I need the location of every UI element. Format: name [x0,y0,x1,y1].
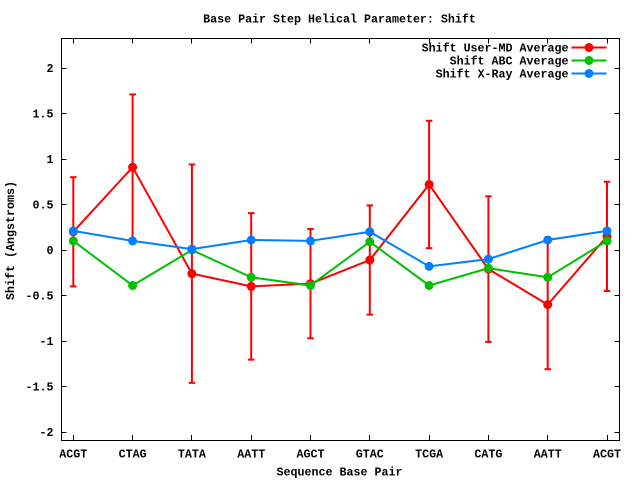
svg-text:0.5: 0.5 [33,199,54,213]
svg-text:Shift X-Ray Average: Shift X-Ray Average [436,67,569,81]
svg-text:1: 1 [47,153,54,167]
svg-text:Shift User-MD Average: Shift User-MD Average [422,41,569,55]
svg-text:AATT: AATT [534,448,562,462]
svg-text:1.5: 1.5 [33,108,54,122]
svg-text:CTAG: CTAG [119,448,147,462]
svg-text:-1: -1 [40,335,54,349]
svg-text:Shift ABC Average: Shift ABC Average [450,54,569,68]
svg-text:TCGA: TCGA [415,448,443,462]
svg-text:AGCT: AGCT [297,448,325,462]
svg-text:Sequence Base Pair: Sequence Base Pair [277,466,403,480]
svg-text:-1.5: -1.5 [26,381,54,395]
svg-text:CATG: CATG [474,448,502,462]
svg-text:TATA: TATA [178,448,206,462]
svg-text:ACGT: ACGT [59,448,87,462]
svg-text:AATT: AATT [237,448,265,462]
svg-text:Base Pair Step Helical Paramet: Base Pair Step Helical Parameter: Shift [203,12,476,26]
svg-text:-0.5: -0.5 [26,290,54,304]
svg-text:-2: -2 [40,426,54,440]
svg-text:ACGT: ACGT [593,448,621,462]
svg-text:GTAC: GTAC [356,448,384,462]
svg-text:Shift (Angstroms): Shift (Angstroms) [4,181,18,300]
svg-text:0: 0 [47,244,54,258]
svg-text:2: 2 [47,62,54,76]
